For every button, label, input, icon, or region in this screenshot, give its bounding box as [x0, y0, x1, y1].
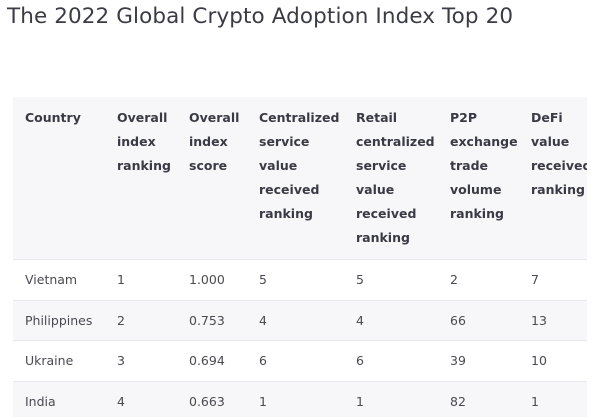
- adoption-index-table: Country Overall index ranking Overall in…: [13, 97, 587, 417]
- table-cell: Ukraine: [25, 341, 73, 381]
- table-cell: 3: [117, 341, 125, 381]
- table-cell: 4: [259, 301, 267, 341]
- table-cell: 2: [450, 260, 458, 300]
- column-header: Country: [25, 106, 81, 130]
- table-cell: 2: [117, 301, 125, 341]
- table-cell: 4: [356, 301, 364, 341]
- table-cell: 1: [356, 382, 364, 417]
- page-title: The 2022 Global Crypto Adoption Index To…: [7, 4, 513, 29]
- table-cell: 13: [531, 301, 547, 341]
- table-row: Ukraine 3 0.694 6 6 39 10: [13, 340, 587, 381]
- column-header: P2P exchange trade volume ranking: [450, 106, 518, 226]
- table-cell: 1: [531, 382, 539, 417]
- column-header: DeFi value received ranking: [531, 106, 587, 202]
- table-row: Vietnam 1 1.000 5 5 2 7: [13, 259, 587, 300]
- table-cell: Philippines: [25, 301, 92, 341]
- table-cell: 66: [450, 301, 466, 341]
- table-cell: 7: [531, 260, 539, 300]
- table-cell: 10: [531, 341, 547, 381]
- table-cell: 0.663: [189, 382, 225, 417]
- table-row: Philippines 2 0.753 4 4 66 13: [13, 300, 587, 341]
- column-header: Overall index ranking: [117, 106, 171, 178]
- column-header: Retail centralized service value receive…: [356, 106, 435, 250]
- table-row: India 4 0.663 1 1 82 1: [13, 381, 587, 417]
- table-cell: 0.694: [189, 341, 225, 381]
- table-cell: 82: [450, 382, 466, 417]
- table-cell: 4: [117, 382, 125, 417]
- table-cell: 39: [450, 341, 466, 381]
- table-cell: 6: [259, 341, 267, 381]
- table-cell: 5: [356, 260, 364, 300]
- table-cell: Vietnam: [25, 260, 77, 300]
- table-cell: 0.753: [189, 301, 225, 341]
- table-cell: 5: [259, 260, 267, 300]
- table-cell: 1.000: [189, 260, 225, 300]
- table-cell: 1: [117, 260, 125, 300]
- table-cell: India: [25, 382, 56, 417]
- table-header-row: Country Overall index ranking Overall in…: [13, 97, 587, 259]
- column-header: Overall index score: [189, 106, 239, 178]
- table-cell: 6: [356, 341, 364, 381]
- table-cell: 1: [259, 382, 267, 417]
- column-header: Centralized service value received ranki…: [259, 106, 339, 226]
